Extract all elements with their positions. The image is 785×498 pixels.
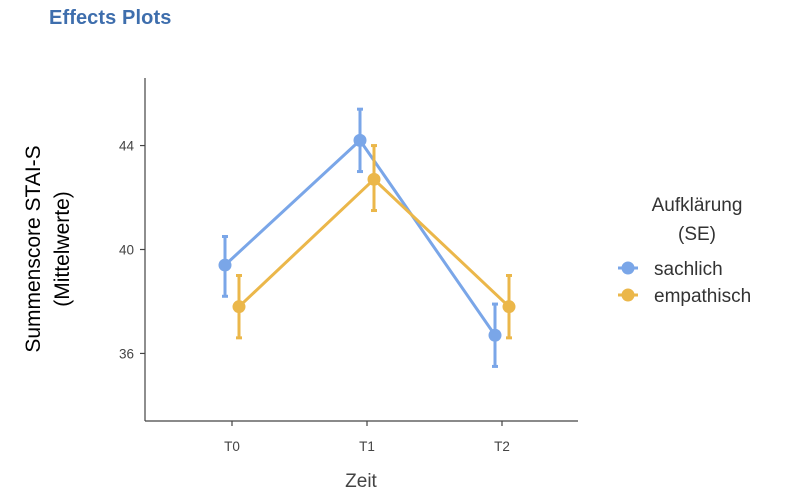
data-point	[488, 328, 502, 342]
legend-label: sachlich	[654, 259, 723, 280]
legend-title-line-1: Aufklärung	[652, 195, 743, 216]
legend-label: empathisch	[654, 286, 751, 307]
legend-key-dot	[621, 288, 635, 302]
legend: Aufklärung (SE) sachlich empathisch	[618, 195, 751, 307]
x-axis-title: Zeit	[345, 471, 377, 492]
legend-title-line-2: (SE)	[678, 224, 716, 245]
y-tick-label: 44	[119, 139, 135, 154]
legend-key-dot	[621, 261, 635, 275]
y-tick-label: 40	[119, 243, 134, 258]
series-sachlich	[218, 107, 502, 368]
series-layer	[218, 107, 516, 368]
axes: 36 40 44 T0 T1 T2	[119, 78, 578, 454]
data-point	[502, 300, 516, 314]
data-point	[353, 133, 367, 147]
y-axis-title-line-2: (Mittelwerte)	[51, 191, 74, 307]
x-tick-label: T2	[494, 439, 510, 454]
data-point	[367, 172, 381, 186]
x-tick-label: T1	[359, 439, 375, 454]
data-point	[218, 258, 232, 272]
y-axis-title-line-1: Summenscore STAI-S	[22, 145, 45, 352]
legend-item-sachlich: sachlich	[618, 259, 723, 280]
y-tick-label: 36	[119, 346, 134, 361]
data-point	[232, 300, 246, 314]
page-title: Effects Plots	[49, 7, 172, 29]
legend-item-empathisch: empathisch	[618, 286, 751, 307]
series-empathisch	[232, 144, 516, 340]
x-tick-label: T0	[224, 439, 240, 454]
